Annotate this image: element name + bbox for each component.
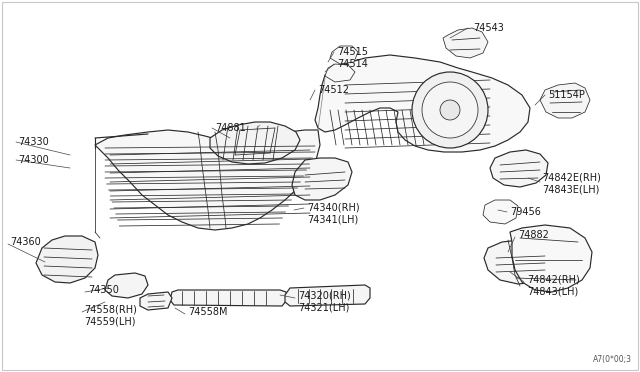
Text: 74341(LH): 74341(LH) <box>307 215 358 225</box>
Text: 74543: 74543 <box>473 23 504 33</box>
Text: 74360: 74360 <box>10 237 41 247</box>
Text: 74514: 74514 <box>337 59 368 69</box>
Text: 74559(LH): 74559(LH) <box>84 317 136 327</box>
Text: 74300: 74300 <box>18 155 49 165</box>
Text: 74321(LH): 74321(LH) <box>298 303 349 313</box>
Text: 74320(RH): 74320(RH) <box>298 291 351 301</box>
Polygon shape <box>105 273 148 298</box>
Polygon shape <box>490 150 548 187</box>
Text: 74882: 74882 <box>518 230 549 240</box>
Text: 51154P: 51154P <box>548 90 585 100</box>
Text: 74843(LH): 74843(LH) <box>527 287 579 297</box>
Polygon shape <box>170 290 287 306</box>
Text: 74515: 74515 <box>337 47 368 57</box>
Text: 74842(RH): 74842(RH) <box>527 275 580 285</box>
Text: 74512: 74512 <box>318 85 349 95</box>
Polygon shape <box>510 225 592 292</box>
Text: 74842E(RH): 74842E(RH) <box>542 173 601 183</box>
Text: 79456: 79456 <box>510 207 541 217</box>
Circle shape <box>440 100 460 120</box>
Polygon shape <box>140 292 172 310</box>
Polygon shape <box>315 55 530 152</box>
Text: 74558(RH): 74558(RH) <box>84 305 137 315</box>
Text: 74881: 74881 <box>215 123 246 133</box>
Circle shape <box>412 72 488 148</box>
Text: 74843E(LH): 74843E(LH) <box>542 185 600 195</box>
Polygon shape <box>285 285 370 306</box>
Polygon shape <box>330 46 358 64</box>
Text: 74330: 74330 <box>18 137 49 147</box>
Text: 74350: 74350 <box>88 285 119 295</box>
Polygon shape <box>484 240 555 284</box>
Polygon shape <box>210 122 300 164</box>
Polygon shape <box>483 200 518 224</box>
Polygon shape <box>95 130 320 230</box>
Polygon shape <box>36 236 98 283</box>
Polygon shape <box>292 158 352 200</box>
Polygon shape <box>325 64 355 82</box>
Text: A7(0*00;3: A7(0*00;3 <box>593 355 632 364</box>
Polygon shape <box>443 28 488 58</box>
Text: 74558M: 74558M <box>188 307 227 317</box>
Circle shape <box>422 82 478 138</box>
Polygon shape <box>540 83 590 118</box>
Text: 74340(RH): 74340(RH) <box>307 203 360 213</box>
